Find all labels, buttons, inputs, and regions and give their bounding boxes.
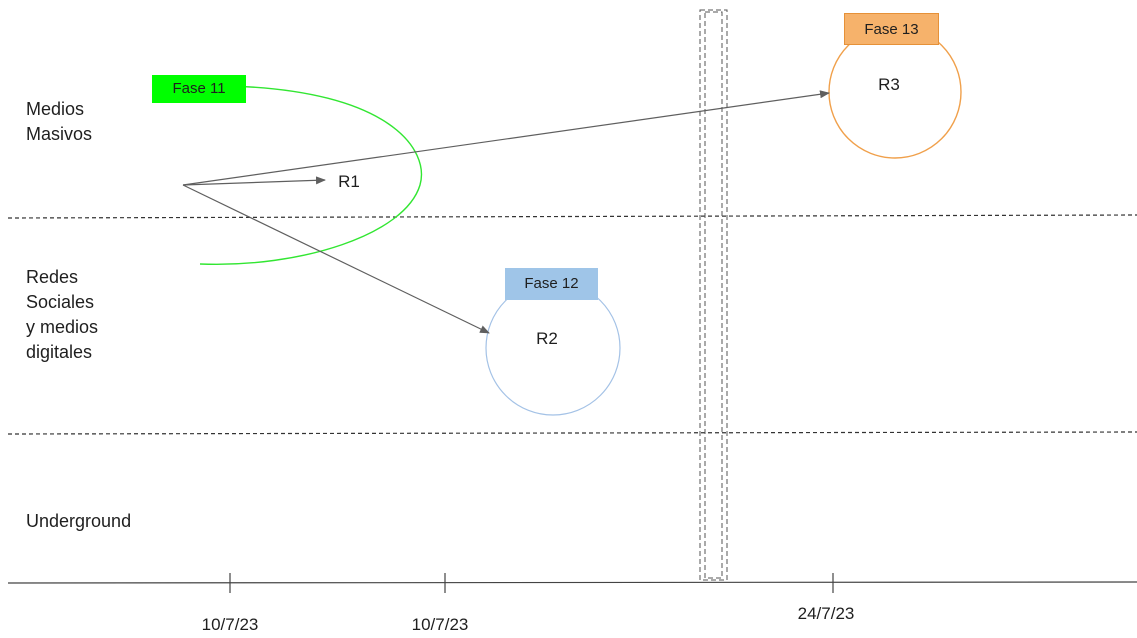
phase-12-label: Fase 12 <box>505 268 598 300</box>
lane-label-redes-sociales: Redes Sociales y medios digitales <box>26 267 99 362</box>
timeline-axis <box>7 581 1137 584</box>
arrow-to-r2 <box>182 184 490 334</box>
timeline-tick-label: 10/7/23 <box>201 615 259 634</box>
arrow-to-r3 <box>182 90 830 186</box>
lane-label-medios-masivos: Medios Masivos <box>26 99 93 144</box>
phase-11-arc <box>199 85 423 266</box>
node-r3-label: R3 <box>878 75 900 94</box>
node-r2-label: R2 <box>536 329 558 348</box>
timeline-tick-label: 10/7/23 <box>411 615 469 634</box>
milestone-bar-outer <box>699 9 728 581</box>
lane-divider <box>7 214 1137 219</box>
node-r1-label: R1 <box>338 172 360 191</box>
lane-divider <box>7 431 1137 435</box>
phase-13-label: Fase 13 <box>844 13 939 45</box>
arrow-to-r1 <box>182 176 326 186</box>
phase-11-label: Fase 11 <box>152 75 246 103</box>
lane-label-underground: Underground <box>26 511 132 531</box>
milestone-bar-inner <box>704 11 723 579</box>
timeline-tick-label: 24/7/23 <box>797 604 855 623</box>
